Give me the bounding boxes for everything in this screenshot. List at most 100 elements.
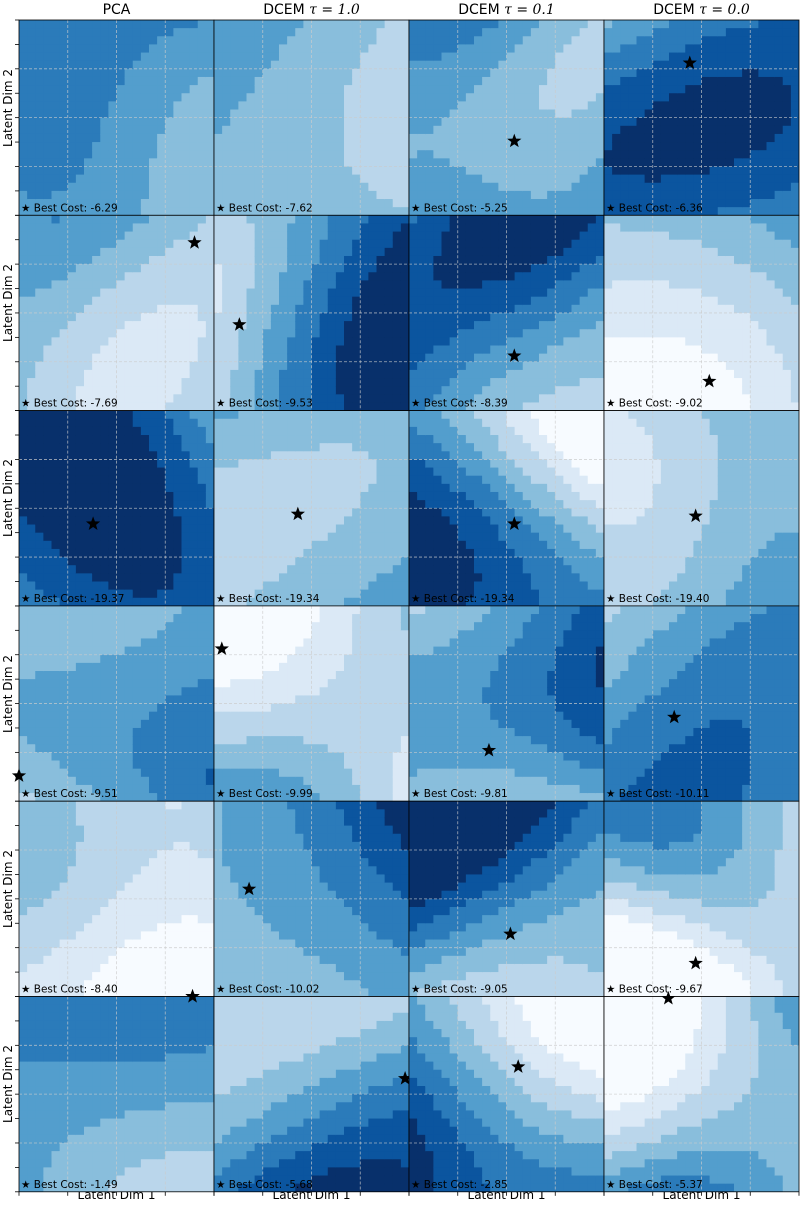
contour-cell [35, 60, 44, 70]
contour-cell [108, 394, 118, 404]
contour-cell [465, 337, 475, 347]
contour-cell [43, 312, 53, 322]
contour-cell [84, 93, 93, 102]
contour-cell [19, 166, 28, 176]
contour-cell [490, 109, 499, 119]
contour-cell [262, 44, 272, 54]
contour-cell [287, 101, 296, 111]
contour-cell [230, 125, 239, 135]
contour-cell [539, 223, 548, 233]
contour-cell [417, 223, 426, 233]
contour-cell [490, 264, 499, 273]
contour-cell [295, 345, 304, 355]
contour-cell [693, 174, 703, 184]
contour-cell [157, 231, 166, 241]
contour-cell [433, 174, 443, 184]
contour-cell [181, 345, 191, 355]
contour-cell [319, 264, 329, 273]
contour-cell [734, 52, 743, 62]
contour-cell [295, 142, 304, 151]
contour-cell [108, 76, 118, 86]
contour-cell [701, 264, 711, 273]
contour-cell [725, 337, 735, 347]
contour-cell [246, 93, 256, 102]
contour-cell [677, 182, 686, 192]
contour-cell [43, 304, 53, 314]
contour-cell [311, 247, 321, 257]
contour-cell [319, 166, 329, 176]
contour-cell [270, 386, 280, 395]
contour-cell [539, 133, 548, 143]
contour-cell [335, 321, 345, 330]
contour-cell [587, 296, 597, 306]
contour-cell [425, 239, 434, 249]
contour-cell [189, 109, 199, 119]
contour-cell [75, 142, 85, 151]
contour-cell [75, 386, 85, 395]
contour-cell [238, 190, 248, 200]
contour-cell [457, 329, 467, 338]
contour-cell [35, 540, 44, 550]
contour-cell [157, 125, 166, 135]
contour-cell [571, 60, 581, 70]
contour-cell [612, 304, 621, 314]
contour-cell [693, 117, 703, 127]
contour-cell [465, 329, 475, 338]
contour-cell [100, 44, 109, 54]
contour-cell [27, 402, 36, 411]
contour-cell [701, 36, 711, 46]
contour-cell [67, 426, 77, 436]
contour-cell [547, 109, 556, 119]
contour-cell [100, 142, 109, 151]
contour-cell [725, 207, 735, 216]
contour-cell [750, 68, 759, 78]
contour-cell [19, 500, 28, 509]
contour-cell [19, 337, 28, 347]
contour-cell [230, 215, 239, 225]
contour-cell [644, 280, 654, 290]
contour-cell [132, 125, 142, 135]
contour-cell [409, 247, 418, 257]
contour-cell [514, 215, 524, 225]
contour-cell [612, 125, 621, 135]
contour-cell [84, 353, 93, 363]
contour-cell [279, 329, 288, 338]
contour-cell [51, 361, 61, 371]
contour-cell [181, 337, 191, 347]
contour-cell [246, 174, 256, 184]
contour-cell [35, 369, 44, 379]
contour-cell [498, 215, 508, 225]
contour-cell [482, 304, 491, 314]
contour-cell [563, 386, 573, 395]
contour-cell [75, 443, 85, 452]
contour-cell [587, 28, 597, 37]
contour-cell [214, 150, 223, 159]
contour-cell [433, 345, 443, 355]
contour-cell [108, 142, 118, 151]
contour-cell [181, 174, 191, 184]
contour-cell [67, 475, 77, 485]
contour-cell [19, 459, 28, 469]
contour-cell [693, 296, 703, 306]
contour-cell [514, 174, 524, 184]
contour-cell [612, 20, 621, 29]
contour-cell [530, 166, 540, 176]
contour-cell [360, 247, 369, 257]
contour-cell [677, 394, 686, 404]
contour-cell [149, 329, 158, 338]
contour-cell [214, 239, 223, 249]
contour-cell [425, 190, 434, 200]
contour-cell [701, 174, 711, 184]
contour-cell [51, 475, 61, 485]
contour-cell [157, 36, 166, 46]
contour-cell [270, 329, 280, 338]
contour-cell [344, 76, 353, 86]
contour-cell [197, 52, 207, 62]
contour-cell [360, 52, 369, 62]
contour-cell [368, 231, 378, 241]
contour-cell [230, 20, 239, 29]
contour-cell [295, 52, 304, 62]
contour-cell [205, 207, 214, 216]
contour-cell [84, 272, 93, 281]
contour-cell [433, 109, 443, 119]
